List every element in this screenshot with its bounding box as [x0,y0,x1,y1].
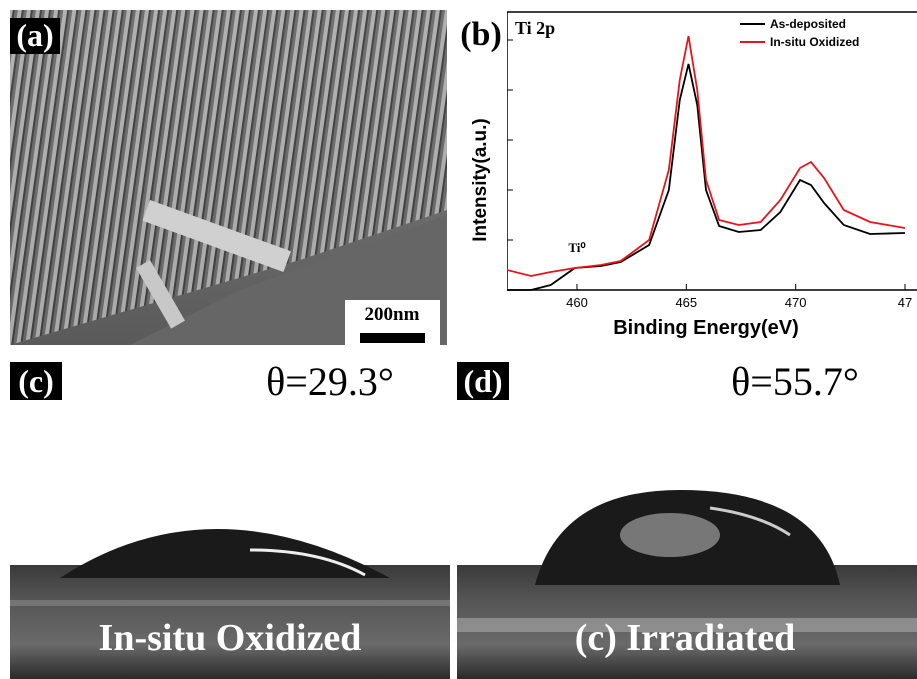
sem-image: 200nm (a) [10,10,447,345]
contact-angle: θ=55.7° [731,359,859,404]
figure: 200nm (a) (b) Ti 2p Binding Energy(eV) I… [0,0,917,679]
photo-caption: (c) Irradiated [575,617,796,659]
photo-caption: In-situ Oxidized [99,617,362,659]
scale-bar-label: 200nm [365,304,420,325]
x-tick-label: 465 [675,295,697,310]
legend-label: As-deposited [770,17,846,31]
annotation: Ti⁰ [568,240,586,255]
legend-label: In-situ Oxidized [770,35,859,49]
panel-label: (b) [460,16,502,53]
x-tick-label: 47 [898,295,912,310]
y-axis-label: Intensity(a.u.) [470,118,491,242]
panel-label: (c) [18,363,54,399]
contact-angle: θ=29.3° [266,359,394,404]
xps-chart: (b) Ti 2p Binding Energy(eV) Intensity(a… [460,12,917,339]
droplet-photo: In-situ Oxidized [10,440,450,679]
panel-label: (d) [463,363,502,399]
x-axis-label: Binding Energy(eV) [613,317,799,339]
chart-title: Ti 2p [515,18,555,38]
series-line [507,36,905,276]
droplet-photo: (c) Irradiated [457,440,917,679]
x-tick-label: 470 [785,295,807,310]
panel-label: (a) [16,17,53,53]
x-tick-label: 460 [566,295,588,310]
